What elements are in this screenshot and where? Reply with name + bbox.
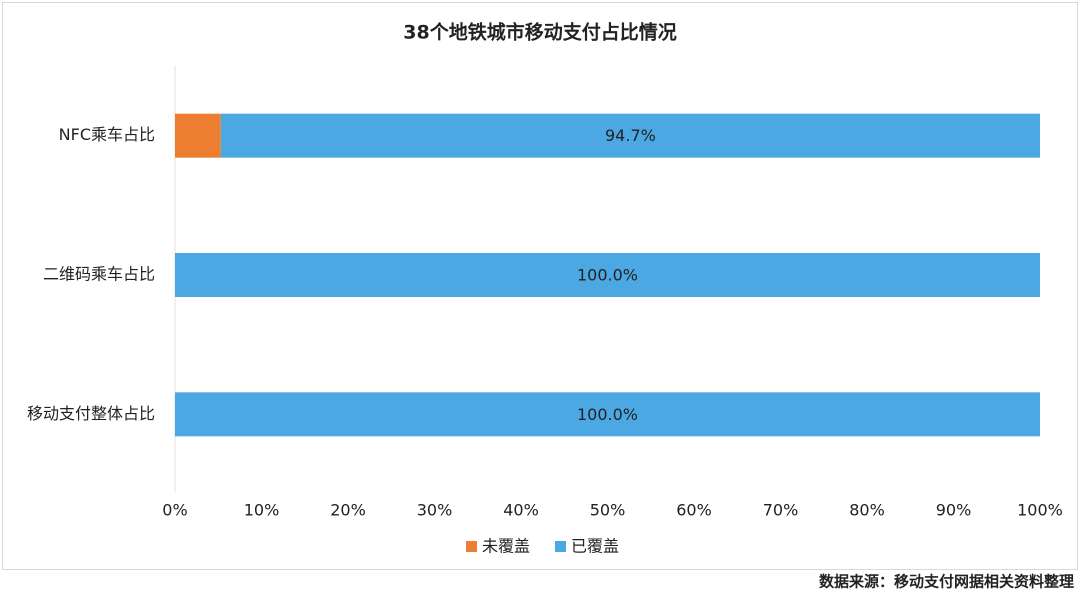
legend-swatch: [555, 541, 566, 552]
source: 数据来源：移动支付网据相关资料整理: [819, 573, 1074, 591]
data-label: 100.0%: [577, 266, 638, 285]
bar-segment: [175, 113, 221, 158]
bar-segment: [175, 253, 1040, 297]
chart-title: 38个地铁城市移动支付占比情况: [403, 21, 676, 44]
x-tick-label: 100%: [1017, 501, 1063, 520]
x-tick-label: 60%: [676, 501, 712, 520]
x-tick-label: 40%: [503, 501, 539, 520]
x-tick-label: 50%: [590, 501, 626, 520]
data-label: 94.7%: [605, 126, 656, 145]
legend-label: 已覆盖: [571, 537, 619, 556]
legend-label: 未覆盖: [482, 537, 530, 556]
x-tick-label: 20%: [330, 501, 366, 520]
y-tick-label: 移动支付整体占比: [27, 404, 155, 423]
x-tick-label: 10%: [244, 501, 280, 520]
bar-segment: [175, 392, 1040, 437]
data-label: 100.0%: [577, 405, 638, 424]
x-tick-label: 90%: [936, 501, 972, 520]
legend-swatch: [466, 541, 477, 552]
x-tick-label: 30%: [417, 501, 453, 520]
y-tick-label: NFC乘车占比: [59, 125, 155, 144]
x-tick-label: 70%: [763, 501, 799, 520]
bar-segment: [220, 113, 1041, 158]
y-tick-label: 二维码乘车占比: [43, 265, 155, 284]
x-tick-label: 80%: [849, 501, 885, 520]
x-tick-label: 0%: [162, 501, 187, 520]
